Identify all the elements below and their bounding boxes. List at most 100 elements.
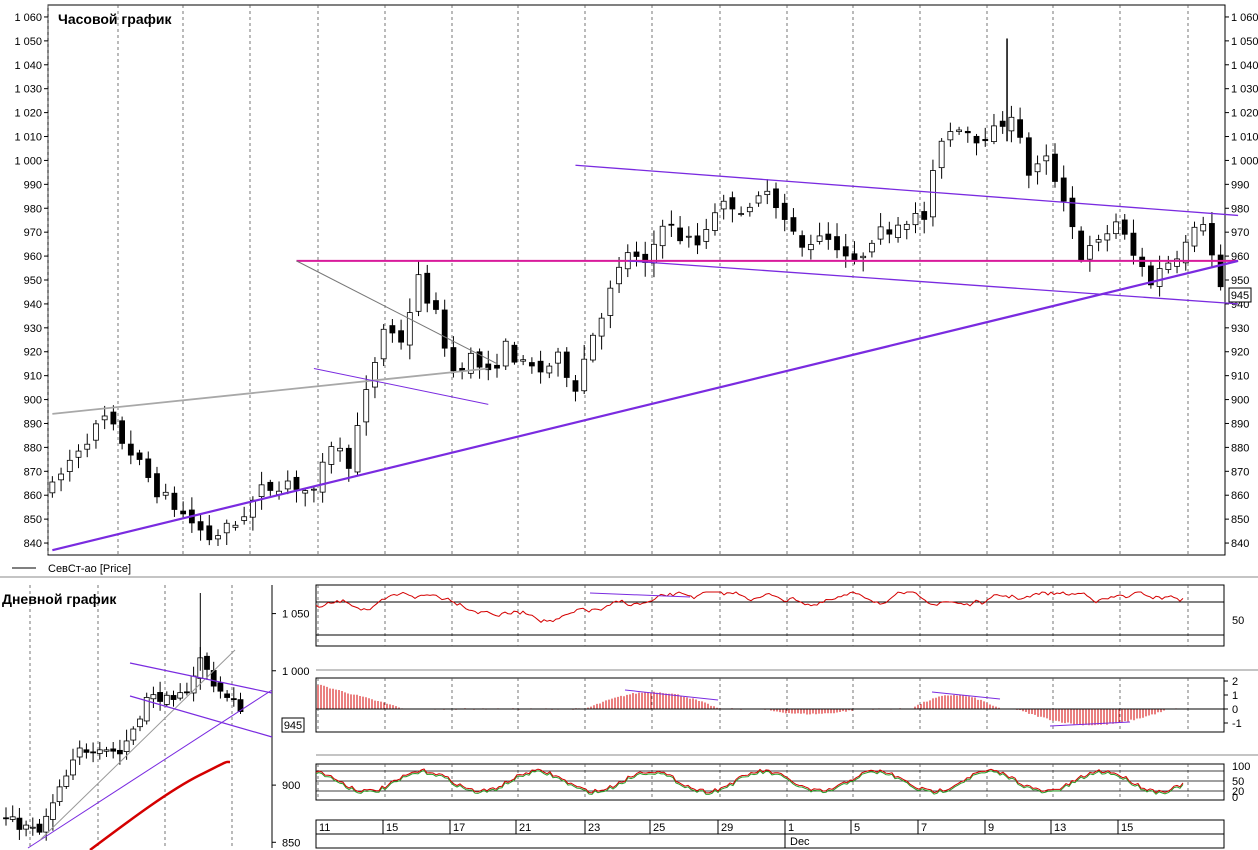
oscillator-trend (589, 592, 691, 598)
candle-body (75, 450, 82, 458)
candle-body (380, 328, 387, 360)
daily-y-tick-label: 850 (282, 837, 300, 849)
candle-body (162, 491, 169, 496)
date-tick-label: 5 (854, 822, 860, 834)
daily-candle-body (123, 740, 130, 752)
candle-body (372, 362, 378, 388)
daily-candle-body (23, 824, 30, 830)
stochastic-tick-label: 50 (1232, 776, 1244, 788)
candle-body (572, 380, 579, 392)
candle-body (720, 200, 727, 210)
candle-body (127, 443, 134, 456)
candle-body (834, 236, 840, 251)
candle-body (354, 425, 361, 473)
candle-body (1182, 241, 1189, 264)
y-tick-label-right: 990 (1231, 179, 1249, 191)
candle-body (1130, 232, 1137, 256)
daily-grey-line (39, 649, 236, 841)
candle-body (1086, 245, 1093, 260)
candle-body (467, 352, 474, 374)
candle-body (311, 488, 317, 491)
candle-body (668, 223, 675, 226)
candle-body (685, 235, 692, 238)
y-tick-label-left: 880 (24, 442, 42, 454)
price-marker-box (1228, 287, 1252, 303)
y-tick-label-right: 880 (1231, 442, 1249, 454)
stochastic-tick-label: 0 (1232, 792, 1238, 804)
date-tick-label: 9 (988, 822, 994, 834)
candle-body (206, 525, 213, 541)
candle-body (319, 461, 326, 493)
candle-body (502, 340, 509, 367)
y-tick-label-left: 1 060 (14, 12, 42, 24)
oscillator-line (315, 591, 1184, 623)
candle-body (930, 170, 936, 218)
daily-candle-body (150, 694, 157, 700)
y-tick-label-right: 870 (1231, 466, 1249, 478)
candle-body (633, 251, 640, 257)
candle-body (869, 242, 875, 253)
daily-candle-body (56, 786, 63, 803)
candle-body (1165, 262, 1172, 270)
y-tick-label-left: 990 (24, 179, 42, 191)
daily-candle-body (170, 695, 177, 700)
daily-candle-body (224, 693, 231, 698)
stochastic-signal-line (315, 769, 1184, 795)
candle-body (389, 325, 396, 334)
daily-candle-body (29, 826, 36, 829)
y-tick-label-right: 1 060 (1231, 12, 1258, 24)
daily-y-tick-label: 900 (282, 780, 300, 792)
candle-body (842, 246, 849, 257)
candle-body (738, 213, 745, 215)
daily-candle-body (36, 823, 43, 833)
candle-body (816, 235, 823, 242)
date-tick-label: 23 (588, 822, 600, 834)
candle-body (947, 131, 954, 141)
candle-body (424, 272, 431, 304)
daily-candle-body (83, 749, 90, 753)
daily-candle-body (177, 692, 184, 699)
candle-body (616, 266, 622, 285)
daily-candle-body (137, 718, 143, 728)
candle-body (49, 481, 56, 494)
daily-candle-body (63, 775, 70, 787)
y-tick-label-left: 930 (24, 323, 42, 335)
histogram-tick-label: 0 (1232, 704, 1238, 716)
date-tick-label: 29 (721, 822, 733, 834)
candle-body (938, 140, 945, 169)
y-tick-label-left: 950 (24, 275, 42, 287)
y-tick-label-left: 870 (24, 466, 42, 478)
y-tick-label-right: 910 (1231, 371, 1249, 383)
daily-candle-body (9, 816, 16, 820)
candle-body (302, 490, 309, 494)
candle-body (563, 351, 570, 378)
candle-body (825, 233, 832, 240)
stochastic-tick-label: 100 (1232, 761, 1250, 773)
date-tick-label: 7 (921, 822, 927, 834)
y-tick-label-right: 930 (1231, 323, 1249, 335)
candle-body (511, 344, 518, 363)
candle-body (93, 423, 99, 441)
y-tick-label-left: 1 030 (14, 84, 42, 96)
candle-body (58, 473, 64, 481)
candle-body (1078, 230, 1085, 261)
candle-body (999, 120, 1006, 127)
y-tick-label-right: 860 (1231, 490, 1249, 502)
daily-channel-lower (129, 695, 273, 738)
y-tick-label-right: 850 (1231, 514, 1249, 526)
daily-y-tick-label: 1 050 (282, 609, 310, 621)
candle-body (328, 446, 335, 465)
candle-body (799, 235, 806, 248)
candle-body (258, 484, 265, 497)
date-tick-label: 11 (319, 822, 330, 834)
daily-candle-body (96, 749, 103, 754)
candle-body (441, 309, 448, 349)
candle-body (607, 287, 614, 316)
candle-body (1104, 233, 1111, 241)
daily-moving-average (89, 760, 231, 850)
candle-body (1156, 268, 1163, 287)
candle-body (851, 253, 858, 261)
candle-body (450, 347, 457, 372)
candle-body (415, 274, 422, 312)
candle-body (1008, 116, 1015, 132)
